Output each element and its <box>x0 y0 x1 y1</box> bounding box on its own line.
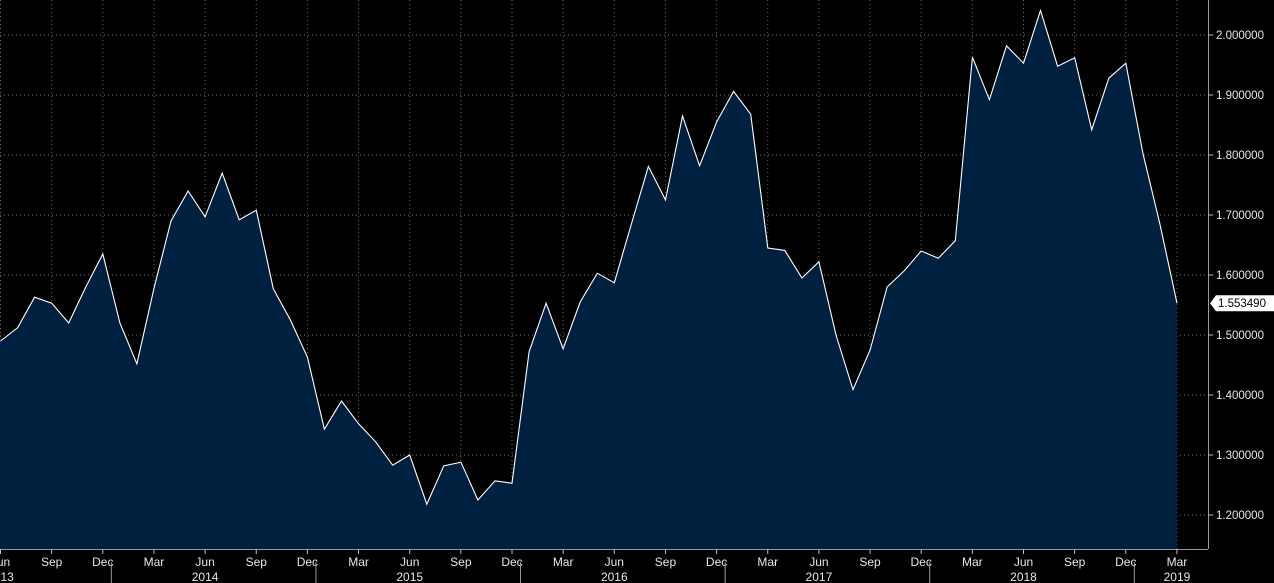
x-tick-label: Jun <box>605 555 624 569</box>
x-tick-label: Jun <box>0 555 10 569</box>
x-year-label: 2017 <box>806 570 833 583</box>
series-line <box>0 8 1178 506</box>
x-tick-label: Jun <box>195 555 214 569</box>
x-tick-label: Jun <box>400 555 419 569</box>
x-tick-label: Sep <box>1064 555 1086 569</box>
y-tick-label: 2.000000 <box>1216 30 1264 42</box>
x-year-label: 2013 <box>0 570 14 583</box>
x-tick-label: Dec <box>92 555 113 569</box>
x-tick-label: Sep <box>655 555 677 569</box>
x-axis-ticks: Jun Sep Dec Mar Jun Sep Dec Mar Jun Sep Dec Mar Jun S… <box>0 549 1191 583</box>
y-axis-ticks: 1.200000 1.300000 1.400000 1.500000 1.600000… <box>1208 30 1264 522</box>
last-value-marker: 1.553490 <box>1210 295 1274 312</box>
x-tick-label: Dec <box>297 555 318 569</box>
x-year-label: 2016 <box>601 570 628 583</box>
x-tick-label: Sep <box>41 555 63 569</box>
x-tick-label: Mar <box>962 555 983 569</box>
x-tick-label: Jun <box>809 555 828 569</box>
x-tick-label: Mar <box>144 555 165 569</box>
x-year-label: 2019 <box>1164 570 1191 583</box>
x-tick-label: Mar <box>348 555 369 569</box>
x-year-label: 2018 <box>1010 570 1037 583</box>
y-tick-label: 1.600000 <box>1216 270 1264 282</box>
x-tick-label: Sep <box>450 555 472 569</box>
x-tick-label: Dec <box>706 555 727 569</box>
last-value-label: 1.553490 <box>1218 298 1266 310</box>
y-tick-label: 1.500000 <box>1216 330 1264 342</box>
series-area <box>0 10 1177 549</box>
x-tick-label: Mar <box>1167 555 1188 569</box>
y-tick-label: 1.300000 <box>1216 450 1264 462</box>
last-value-marker-shape <box>1210 295 1274 312</box>
y-tick-label: 1.800000 <box>1216 150 1264 162</box>
x-tick-label: Sep <box>246 555 268 569</box>
x-tick-label: Mar <box>757 555 778 569</box>
x-year-label: 2014 <box>192 570 219 583</box>
x-tick-label: Jun <box>1014 555 1033 569</box>
y-tick-label: 1.900000 <box>1216 90 1264 102</box>
x-year-label: 2015 <box>396 570 423 583</box>
x-tick-label: Dec <box>501 555 522 569</box>
y-tick-label: 1.400000 <box>1216 390 1264 402</box>
y-tick-label: 1.200000 <box>1216 510 1264 522</box>
x-tick-label: Sep <box>859 555 881 569</box>
x-tick-label: Dec <box>1115 555 1136 569</box>
y-tick-label: 1.700000 <box>1216 210 1264 222</box>
x-tick-label: Dec <box>911 555 932 569</box>
x-tick-label: Mar <box>553 555 574 569</box>
